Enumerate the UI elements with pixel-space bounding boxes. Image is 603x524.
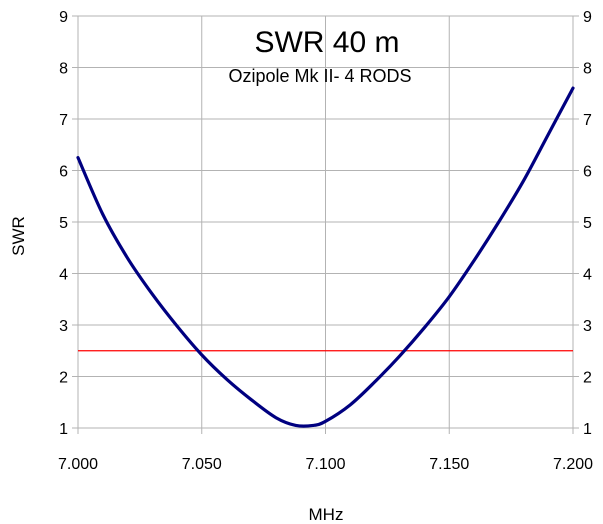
y-tick-label-right: 4: [583, 267, 592, 284]
y-tick-label-right: 2: [583, 370, 592, 387]
y-tick-label-left: 4: [59, 267, 68, 284]
y-tick-label-left: 6: [59, 164, 68, 181]
series-line-swr: [76, 86, 575, 428]
x-tick-label: 7.000: [58, 456, 98, 473]
x-axis-label: MHz: [309, 505, 344, 524]
y-tick-label-left: 3: [59, 318, 68, 335]
y-tick-label-right: 7: [583, 112, 592, 129]
y-tick-label-right: 1: [583, 421, 592, 438]
y-tick-label-right: 3: [583, 318, 592, 335]
y-tick-label-left: 7: [59, 112, 68, 129]
y-tick-label-right: 8: [583, 61, 592, 78]
y-tick-label-left: 5: [59, 215, 68, 232]
x-tick-label: 7.150: [429, 456, 469, 473]
y-axis-label: SWR: [9, 216, 28, 256]
chart-title: SWR 40 m: [254, 26, 399, 59]
y-tick-label-right: 9: [583, 9, 592, 26]
y-tick-label-left: 8: [59, 61, 68, 78]
plot-border: [77, 15, 574, 429]
chart-subtitle: Ozipole Mk II- 4 RODS: [228, 66, 411, 86]
series-group: [76, 86, 575, 428]
x-tick-label: 7.200: [553, 456, 593, 473]
y-tick-label-right: 5: [583, 215, 592, 232]
y-tick-label-right: 6: [583, 164, 592, 181]
tick-labels: 1 1 2 2 3 3 4 4 5 5 6 6 7 7 8 8 9 9 7.000 7.050 7.100 7.150 7.…: [58, 9, 593, 473]
x-tick-label: 7.050: [182, 456, 222, 473]
y-tick-label-left: 2: [59, 370, 68, 387]
x-tick-label: 7.100: [305, 456, 345, 473]
y-tick-label-left: 1: [59, 421, 68, 438]
y-tick-label-left: 9: [59, 9, 68, 26]
